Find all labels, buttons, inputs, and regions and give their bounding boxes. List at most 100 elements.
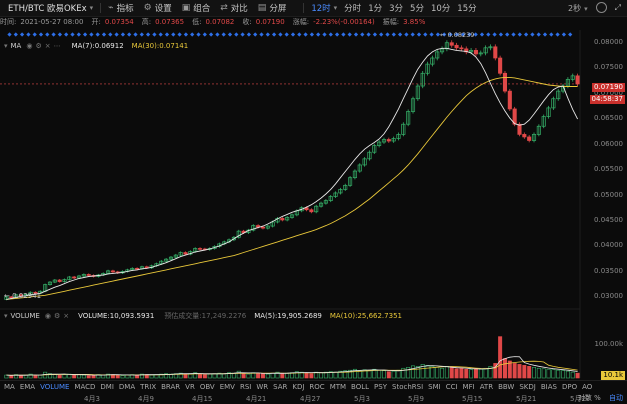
gear-icon[interactable]: ⚙ [53,312,61,320]
event-marker-icon [95,32,100,37]
close-icon[interactable]: × [44,42,51,50]
period-5m[interactable]: 5分 [410,4,424,14]
period-15m[interactable]: 15分 [457,4,477,14]
indicator-tab-obv[interactable]: OBV [199,383,215,391]
indicator-tab-atr[interactable]: ATR [479,383,494,391]
candle-body [178,252,183,256]
refresh-interval[interactable]: 2秒 ▾ [568,3,588,14]
gear-icon[interactable]: ⚙ [35,42,42,50]
fullscreen-button[interactable]: ⤢ [615,3,621,13]
indicator-tab-trix[interactable]: TRIX [140,383,157,391]
eye-icon[interactable]: ◉ [44,312,51,320]
candle-body [135,267,140,270]
indicator-tab-ao[interactable]: AO [582,383,593,391]
event-marker-icon [13,32,18,37]
indicator-tab-brar[interactable]: BRAR [161,383,181,391]
indicator-tab-emv[interactable]: EMV [219,383,235,391]
period-12h[interactable]: 12时 ▾ [311,2,337,14]
period-10m[interactable]: 10分 [430,4,451,14]
event-marker-icon [7,32,12,37]
candle-body [18,294,23,297]
auto-scale-toggle[interactable]: 自动 [609,394,623,402]
collapse-icon[interactable]: ▾ [4,42,8,50]
log-scale-toggle[interactable]: 对数 [577,394,592,402]
indicator-tab-sar[interactable]: SAR [273,383,288,391]
indicator-tab-bbw[interactable]: BBW [498,383,515,391]
volume-bar [420,364,425,379]
event-marker-icon [347,32,352,37]
candle-body [9,296,14,299]
event-marker-icon [353,32,359,37]
volume-bar [541,368,546,379]
split-screen-button[interactable]: ▤ 分屏 [258,2,287,14]
indicator-tab-volume[interactable]: VOLUME [40,383,70,391]
candle-body [536,125,541,135]
event-marker-icon [429,32,434,37]
volume-bar [86,375,91,379]
candle-body [251,225,256,231]
event-marker-icon [379,32,384,37]
chevron-down-icon: ▾ [89,4,94,12]
candle-body [469,50,474,53]
indicator-tab-macd[interactable]: MACD [74,383,96,391]
volume-bar [265,373,270,379]
indicator-tab-cci[interactable]: CCI [445,383,458,391]
volume-bar [522,365,527,379]
event-marker-icon [316,32,321,37]
volume-bar [81,374,86,379]
indicator-tab-bias[interactable]: BIAS [540,383,557,391]
price-axis-label: 0.07500 [594,63,623,72]
indicator-tab-kdj[interactable]: KDJ [292,383,305,391]
eye-icon[interactable]: ◉ [26,42,33,50]
candle-body [473,50,478,55]
volume-bar [469,369,474,379]
candle-body [159,260,164,265]
event-marker-icon [202,32,207,37]
event-marker-icon [164,32,170,37]
indicator-tab-mfi[interactable]: MFI [462,383,475,391]
volume-bar [502,358,507,379]
event-marker-icon [486,32,491,37]
symbol-selector[interactable]: ETH/BTC 欧易OKEx ▾ [0,2,93,14]
indicator-tab-stochrsi[interactable]: StochRSI [392,383,424,391]
period-timeshare[interactable]: 分时 [344,4,362,14]
close-icon[interactable]: × [63,312,70,320]
candle-body [357,164,362,172]
indicator-tab-roc[interactable]: ROC [309,383,325,391]
volume-bar [207,373,212,379]
compare-button[interactable]: ⇄ 对比 [220,2,248,14]
indicator-tab-smi[interactable]: SMI [428,383,441,391]
candle-body [348,177,353,186]
screenshot-button[interactable] [595,1,607,15]
indicator-tab-dmi[interactable]: DMI [100,383,114,391]
date-label: 4月21 [246,395,267,403]
date-label: 4月9 [138,395,154,403]
top-toolbar: ETH/BTC 欧易OKEx ▾ ⌁ 指标 ⚙ 设置 ▣ 组合 ⇄ 对比 ▤ 分屏 12时… [0,0,627,17]
period-3m[interactable]: 3分 [389,4,404,14]
volume-bar [381,370,386,379]
indicator-tab-mtm[interactable]: MTM [329,383,347,391]
volume-bar [280,373,285,379]
indicator-tab-rsi[interactable]: RSI [239,383,252,391]
indicator-tab-wr[interactable]: WR [256,383,269,391]
indicator-tab-boll[interactable]: BOLL [351,383,370,391]
indicator-tab-dma[interactable]: DMA [118,383,136,391]
settings-button[interactable]: ⚙ 设置 [144,2,172,14]
period-1m[interactable]: 1分 [368,4,383,14]
indicator-tab-ma[interactable]: MA [4,383,15,391]
percent-toggle[interactable]: % [594,394,601,402]
indicator-tab-psy[interactable]: PSY [374,383,387,391]
indicator-tab-skdj[interactable]: SKDJ [519,383,536,391]
collapse-icon[interactable]: ▾ [4,312,8,320]
indicator-tab-vr[interactable]: VR [185,383,195,391]
indicator-tab-ema[interactable]: EMA [19,383,36,391]
more-icon[interactable]: ⋯ [53,42,61,50]
combine-button[interactable]: ▣ 组合 [182,2,211,14]
indicator-tab-dpo[interactable]: DPO [561,383,578,391]
candle-body [231,236,236,241]
fullscreen-icon: ⤢ [614,3,621,12]
volume-bar [101,374,106,379]
event-marker-icon [145,32,151,37]
indicator-button[interactable]: ⌁ 指标 [108,2,133,14]
